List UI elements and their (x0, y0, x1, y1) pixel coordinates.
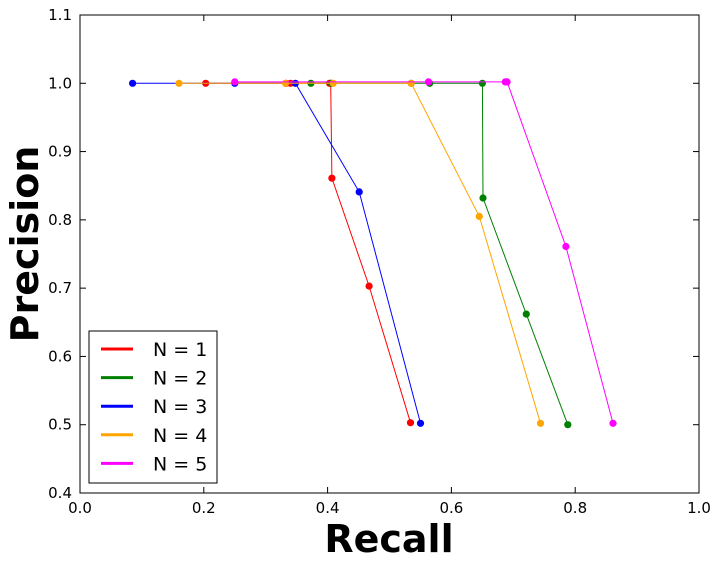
data-point (478, 79, 486, 87)
legend-items: N = 1 N = 2 N = 3 N = 4 N = 5 (101, 339, 207, 475)
y-tick-label: 0.6 (48, 347, 72, 365)
legend-label: N = 3 (153, 396, 207, 418)
y-tick-label: 0.4 (48, 484, 72, 502)
x-tick-label: 0.6 (439, 499, 463, 517)
data-point (416, 419, 425, 427)
x-tick-label: 1.0 (687, 499, 711, 517)
data-point (562, 242, 570, 251)
legend-label: N = 1 (153, 339, 207, 361)
y-tick-label: 1.1 (48, 6, 72, 24)
data-point (365, 282, 373, 290)
data-point (281, 79, 290, 87)
series-line (179, 82, 541, 424)
y-tick-label: 0.5 (48, 416, 72, 434)
y-tick-label: 1.0 (48, 74, 72, 92)
x-axis-title: Recall (324, 517, 453, 561)
plot-frame (79, 14, 700, 494)
data-point (129, 79, 137, 87)
data-point (536, 419, 545, 427)
legend-label: N = 5 (153, 453, 207, 475)
y-tick-label: 0.7 (48, 279, 72, 297)
data-point (407, 79, 415, 87)
data-point (406, 419, 415, 427)
y-tick-label: 0.8 (48, 211, 72, 229)
data-point (329, 79, 337, 87)
data-point (479, 194, 487, 202)
x-tick-label: 0.0 (68, 499, 92, 517)
x-tick-label: 0.4 (316, 499, 340, 517)
data-point (609, 419, 617, 427)
data-point (231, 78, 239, 86)
series-5 (231, 78, 617, 427)
data-point (564, 421, 572, 429)
x-tick-label: 0.8 (563, 499, 587, 517)
data-point (424, 78, 433, 86)
data-point (175, 79, 183, 87)
data-point (475, 212, 483, 220)
y-tick-label: 0.9 (48, 143, 72, 161)
data-point (355, 188, 363, 196)
tick-layer: 0.0 0.2 0.4 0.6 0.8 1.0 0.4 0.5 0.6 0.7 0.8 0.9 1.0 1… (48, 6, 711, 517)
data-point (522, 310, 530, 318)
data-point (328, 174, 336, 182)
legend: N = 1 N = 2 N = 3 N = 4 N = 5 (88, 330, 218, 484)
y-axis-title: Precision (3, 146, 47, 343)
legend-label: N = 2 (153, 368, 207, 390)
data-point (503, 78, 511, 86)
legend-label: N = 4 (153, 425, 207, 447)
series-layer (129, 78, 617, 429)
x-tick-label: 0.2 (192, 499, 216, 517)
